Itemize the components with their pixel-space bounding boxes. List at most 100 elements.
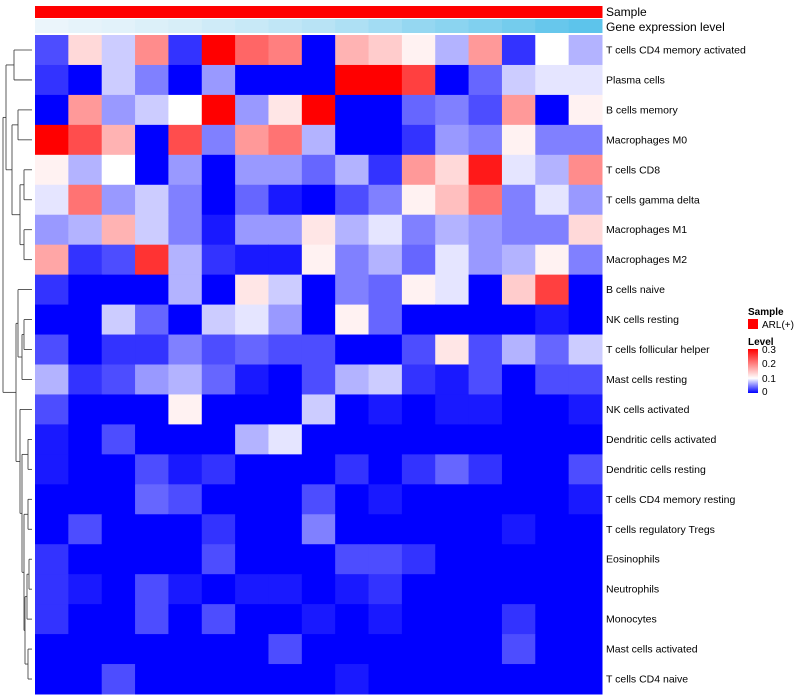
- row-labels: T cells CD4 memory activated Plasma cells…: [606, 44, 746, 685]
- heatmap-cell: [335, 274, 370, 306]
- heatmap-cell: [268, 364, 303, 395]
- heatmap-cell: [35, 154, 69, 186]
- heatmap-cell: [335, 664, 370, 695]
- heatmap-cell: [568, 484, 603, 515]
- heatmap-cell: [201, 334, 236, 365]
- heatmap-cell: [468, 274, 503, 306]
- heatmap-cell: [268, 424, 303, 455]
- heatmap-cell: [135, 364, 169, 395]
- heatmap-cell: [68, 244, 103, 276]
- heatmap-cell: [268, 634, 303, 665]
- heatmap-cell: [168, 35, 203, 66]
- heatmap-cell: [235, 454, 269, 485]
- heatmap-cell: [568, 154, 603, 186]
- legend-sample-swatch: [748, 319, 758, 329]
- heatmap-cell: [235, 244, 269, 276]
- heatmap-cell: [568, 334, 603, 365]
- heatmap-cell: [301, 364, 336, 395]
- heatmap-cell: [68, 664, 103, 695]
- gene-expression-cell: [535, 19, 570, 33]
- heatmap-cell: [335, 364, 370, 395]
- heatmap-cell: [201, 664, 236, 695]
- heatmap-cell: [401, 514, 436, 545]
- heatmap-cell: [568, 664, 603, 695]
- sample-annotation-cell: [501, 6, 536, 18]
- heatmap-cell: [535, 454, 570, 485]
- heatmap-cell: [535, 35, 570, 66]
- heatmap-cell: [468, 184, 503, 216]
- heatmap-cell: [335, 64, 370, 96]
- heatmap-cell: [368, 184, 403, 216]
- gene-expression-annotation-bar: [35, 19, 603, 33]
- heatmap-cell: [35, 214, 69, 246]
- heatmap-cell: [335, 454, 370, 485]
- heatmap-cell: [68, 274, 103, 306]
- heatmap-cell: [368, 454, 403, 485]
- heatmap-cell: [568, 364, 603, 395]
- heatmap-cell: [68, 334, 103, 365]
- heatmap-cell: [368, 214, 403, 246]
- heatmap-cell: [501, 274, 536, 306]
- heatmap-cell: [435, 634, 470, 665]
- heatmap-cell: [68, 424, 103, 455]
- sample-annotation-cell: [301, 6, 336, 18]
- heatmap-cell: [168, 124, 203, 156]
- heatmap-cell: [335, 484, 370, 515]
- heatmap-cell: [435, 364, 470, 395]
- row-label: Macrophages M0: [606, 134, 687, 146]
- heatmap-cell: [35, 514, 69, 545]
- heatmap-cell: [368, 244, 403, 276]
- heatmap-cell: [568, 184, 603, 216]
- heatmap-cell: [35, 35, 69, 66]
- heatmap-cell: [468, 394, 503, 425]
- heatmap-cell: [235, 154, 269, 186]
- heatmap-cell: [535, 64, 570, 96]
- heatmap-cell: [168, 154, 203, 186]
- heatmap-cell: [135, 154, 169, 186]
- heatmap-cell: [535, 274, 570, 306]
- row-label: T cells regulatory Tregs: [606, 524, 715, 536]
- heatmap-cell: [235, 484, 269, 515]
- heatmap-cell: [435, 214, 470, 246]
- sample-annotation-cell: [568, 6, 603, 18]
- heatmap-cell: [268, 64, 303, 96]
- heatmap-cell: [235, 214, 269, 246]
- sample-annotation-cell: [335, 6, 370, 18]
- heatmap-cell: [168, 424, 203, 455]
- heatmap-cell: [568, 514, 603, 545]
- heatmap-cell: [235, 634, 269, 665]
- heatmap-cell: [535, 214, 570, 246]
- heatmap-cell: [535, 514, 570, 545]
- heatmap-cell: [468, 334, 503, 365]
- gene-expression-cell: [35, 19, 69, 33]
- heatmap-cell: [568, 424, 603, 455]
- heatmap-cell: [468, 454, 503, 485]
- heatmap-cell: [301, 574, 336, 605]
- gene-expression-cell: [235, 19, 269, 33]
- heatmap-cell: [168, 664, 203, 695]
- heatmap-cell: [201, 304, 236, 336]
- heatmap-cell: [435, 664, 470, 695]
- heatmap-cell: [301, 244, 336, 276]
- heatmap-cell: [201, 124, 236, 156]
- heatmap-cell: [168, 334, 203, 365]
- heatmap-cell: [135, 634, 169, 665]
- heatmap-cell: [335, 154, 370, 186]
- heatmap-cell: [201, 604, 236, 635]
- row-label: Mast cells resting: [606, 374, 687, 386]
- heatmap-cell: [35, 424, 69, 455]
- heatmap-cell: [335, 304, 370, 336]
- sample-annotation-bar: [35, 6, 603, 18]
- heatmap-cell: [68, 214, 103, 246]
- sample-annotation-cell: [368, 6, 403, 18]
- heatmap-cell: [335, 634, 370, 665]
- sample-annotation-cell: [535, 6, 570, 18]
- heatmap-cell: [568, 35, 603, 66]
- heatmap-cell: [101, 94, 136, 126]
- heatmap-cell: [135, 184, 169, 216]
- row-label: Neutrophils: [606, 584, 659, 596]
- heatmap-cell: [35, 634, 69, 665]
- heatmap-cell: [435, 514, 470, 545]
- heatmap-cell: [335, 214, 370, 246]
- heatmap-cell: [301, 154, 336, 186]
